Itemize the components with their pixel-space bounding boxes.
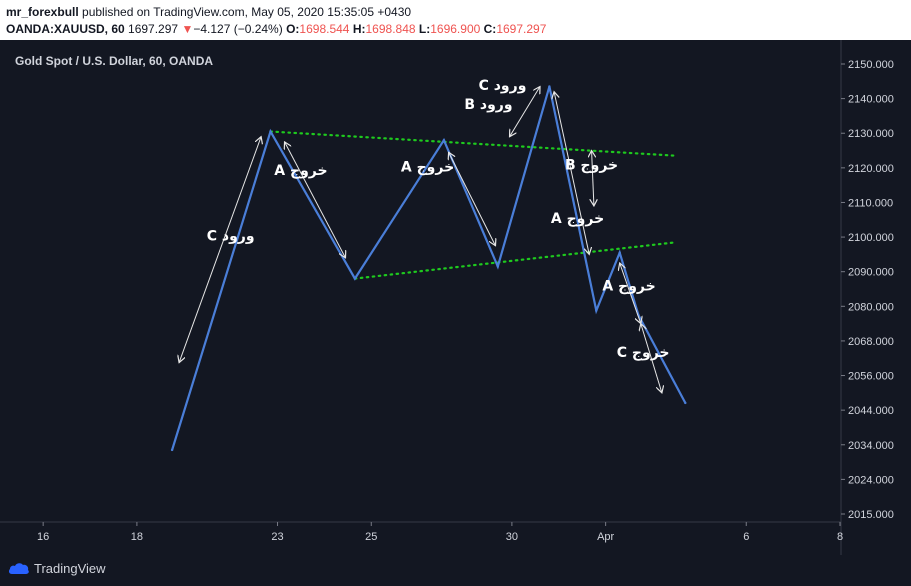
y-tick-label: 2150.000 xyxy=(848,59,894,71)
measure-arrow[interactable] xyxy=(592,151,594,206)
price-change: −4.127 (−0.24%) xyxy=(193,22,283,36)
price-point xyxy=(442,138,446,142)
close-value: 1697.297 xyxy=(496,22,547,36)
price-point xyxy=(353,277,357,280)
chart-area[interactable]: 2015.000 2024.000 2034.000 2044.000 2056.000… xyxy=(0,40,911,586)
price-point xyxy=(684,401,687,405)
y-tick-label: 2034.000 xyxy=(848,440,894,452)
tradingview-logo[interactable]: TradingView xyxy=(8,561,106,576)
high-value: 1698.848 xyxy=(365,22,416,36)
y-tick-label: 2090.000 xyxy=(848,267,894,279)
published-text: published on TradingView.com, May 05, 20… xyxy=(82,5,412,19)
measure-arrow[interactable] xyxy=(554,92,589,255)
low-label: L: xyxy=(418,22,431,36)
last-price: 1697.297 xyxy=(128,22,179,36)
y-tick-label: 2068.000 xyxy=(848,336,894,348)
measure-arrow[interactable] xyxy=(285,142,346,258)
y-tick-label: 2110.000 xyxy=(848,197,893,209)
chart-canvas[interactable]: 2015.000 2024.000 2034.000 2044.000 2056.000… xyxy=(0,40,911,586)
x-tick-label: 25 xyxy=(365,531,377,543)
y-tick-label: 2140.000 xyxy=(848,94,894,106)
annotation-label[interactable]: B خروج xyxy=(565,158,618,174)
lower-trendline[interactable] xyxy=(353,241,678,280)
measure-arrow[interactable] xyxy=(179,137,261,363)
price-point xyxy=(269,130,272,133)
annotation-label[interactable]: A خروج xyxy=(602,279,655,295)
annotation-label[interactable]: C ورود xyxy=(479,78,527,94)
annotation-label[interactable]: A خروج xyxy=(551,211,604,227)
x-tick-label: 16 xyxy=(37,531,49,543)
symbol-info: OANDA:XAUUSD, 60 1697.297 ▼−4.127 (−0.24… xyxy=(6,22,546,36)
footer: TradingView xyxy=(0,555,911,586)
down-arrow-icon: ▼ xyxy=(181,22,194,36)
x-tick-label: Apr xyxy=(597,531,614,543)
y-tick-label: 2015.000 xyxy=(848,509,894,521)
measure-arrow[interactable] xyxy=(510,87,540,137)
price-point xyxy=(595,309,598,312)
annotation-label[interactable]: C خروج xyxy=(617,345,670,361)
price-point xyxy=(170,448,174,452)
open-value: 1698.544 xyxy=(299,22,350,36)
price-point xyxy=(496,265,500,268)
close-label: C: xyxy=(483,22,497,36)
x-tick-label: 6 xyxy=(743,531,749,543)
y-tick-label: 2044.000 xyxy=(848,405,894,417)
annotation-label[interactable]: A خروج xyxy=(274,163,327,179)
x-tick-label: 18 xyxy=(131,531,143,543)
y-tick-label: 2130.000 xyxy=(848,128,894,140)
annotation-label[interactable]: B ورود xyxy=(464,97,512,113)
y-tick-label: 2100.000 xyxy=(848,232,894,244)
header: mr_forexbull published on TradingView.co… xyxy=(0,0,911,40)
low-value: 1696.900 xyxy=(430,22,481,36)
author-name[interactable]: mr_forexbull xyxy=(6,5,79,19)
measure-arrow[interactable] xyxy=(641,324,662,393)
x-tick-label: 30 xyxy=(506,531,518,543)
x-tick-label: 23 xyxy=(271,531,283,543)
y-tick-label: 2056.000 xyxy=(848,371,894,383)
y-tick-label: 2024.000 xyxy=(848,474,894,486)
tradingview-cloud-icon xyxy=(8,562,29,574)
annotation-label[interactable]: C ورود xyxy=(207,229,255,245)
annotation-label[interactable]: A خروج xyxy=(401,159,454,175)
y-tick-label: 2120.000 xyxy=(848,163,894,175)
price-point xyxy=(548,85,551,88)
tradingview-brand: TradingView xyxy=(34,561,106,576)
y-tick-label: 2080.000 xyxy=(848,301,894,313)
publish-info: mr_forexbull published on TradingView.co… xyxy=(6,5,411,19)
x-tick-label: 8 xyxy=(837,531,843,543)
chart-title: Gold Spot / U.S. Dollar, 60, OANDA xyxy=(15,54,213,68)
measure-arrow[interactable] xyxy=(449,152,496,245)
symbol-label: OANDA:XAUUSD, 60 xyxy=(6,22,125,36)
measure-arrow[interactable] xyxy=(620,263,641,324)
high-label: H: xyxy=(352,22,366,36)
upper-trendline[interactable] xyxy=(269,130,678,157)
open-label: O: xyxy=(286,22,300,36)
price-point xyxy=(618,251,621,254)
